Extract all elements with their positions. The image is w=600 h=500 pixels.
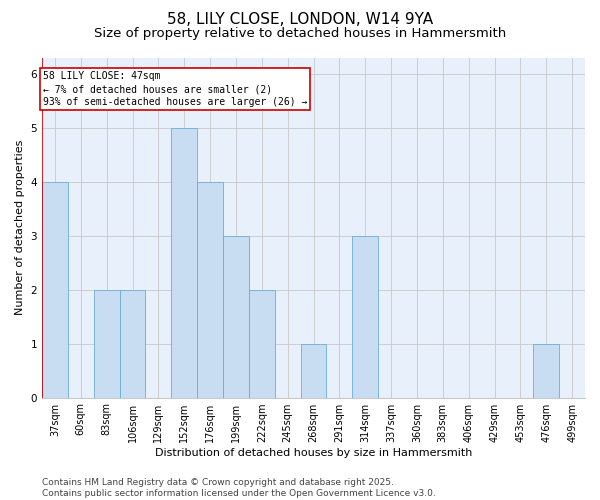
Bar — [94, 290, 119, 398]
Bar — [249, 290, 275, 398]
Text: Size of property relative to detached houses in Hammersmith: Size of property relative to detached ho… — [94, 28, 506, 40]
X-axis label: Distribution of detached houses by size in Hammersmith: Distribution of detached houses by size … — [155, 448, 472, 458]
Bar — [223, 236, 249, 398]
Text: 58 LILY CLOSE: 47sqm
← 7% of detached houses are smaller (2)
93% of semi-detache: 58 LILY CLOSE: 47sqm ← 7% of detached ho… — [43, 71, 307, 108]
Y-axis label: Number of detached properties: Number of detached properties — [15, 140, 25, 315]
Bar — [42, 182, 68, 398]
Bar — [119, 290, 145, 398]
Text: 58, LILY CLOSE, LONDON, W14 9YA: 58, LILY CLOSE, LONDON, W14 9YA — [167, 12, 433, 28]
Bar — [533, 344, 559, 398]
Bar — [172, 128, 197, 398]
Bar — [301, 344, 326, 398]
Text: Contains HM Land Registry data © Crown copyright and database right 2025.
Contai: Contains HM Land Registry data © Crown c… — [42, 478, 436, 498]
Bar — [197, 182, 223, 398]
Bar — [352, 236, 378, 398]
